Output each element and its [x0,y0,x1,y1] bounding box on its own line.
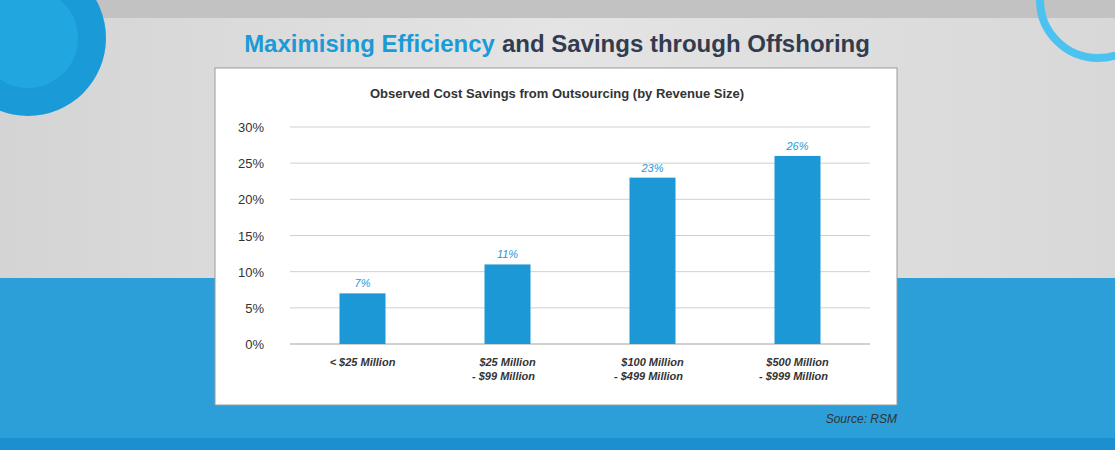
data-label: 7% [355,277,371,289]
deco-circle-inner [0,0,78,88]
x-tick-line: - $999 Million [759,370,828,382]
chart-box [215,68,897,405]
data-label: 11% [497,248,518,260]
x-tick-line: - $499 Million [614,370,683,382]
y-tick-label: 0% [245,337,264,352]
grid [290,127,870,344]
headline-highlight: Maximising Efficiency [244,30,495,57]
x-tick-label: $100 Million - $499 Million [614,356,684,382]
background-bottom-strip [0,438,1115,450]
y-tick-label: 15% [238,229,264,244]
grid-line [290,127,870,128]
headline-rest: and Savings through Offshoring [502,30,870,57]
background-top-strip [0,0,1115,18]
x-tick-line: $25 Million [478,356,536,368]
chart-title: Observed Cost Savings from Outsourcing (… [370,86,744,101]
data-label: 26% [785,140,808,152]
y-tick-label: 5% [245,301,264,316]
x-tick-line: - $99 Million [472,370,535,382]
headline: Maximising Efficiency and Savings through… [244,30,870,57]
deco-ring [1040,0,1115,58]
y-tick-label: 10% [238,265,264,280]
bar [775,156,821,344]
chart-svg: Maximising Efficiency and Savings through… [0,0,1115,450]
bar [340,293,386,344]
x-tick-label: < $25 Million [330,356,396,368]
x-tick-label: $500 Million - $999 Million [759,356,829,382]
y-tick-label: 25% [238,156,264,171]
x-tick-line: $100 Million [620,356,684,368]
page-root: Maximising Efficiency and Savings through… [0,0,1115,450]
deco-circle [0,0,106,116]
source: Source: RSM [826,412,897,426]
y-tick-label: 20% [238,192,264,207]
data-label: 23% [640,162,663,174]
y-tick-label: 30% [238,120,264,135]
bar [630,178,676,344]
x-tick-label: $25 Million - $99 Million [472,356,536,382]
x-tick-line: $500 Million [765,356,829,368]
bar [485,264,531,344]
bars [340,156,821,344]
